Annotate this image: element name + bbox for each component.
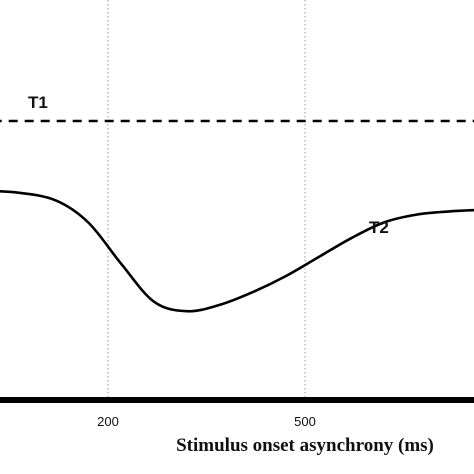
x-tick-label-200: 200: [97, 414, 119, 429]
x-tick-label-500: 500: [294, 414, 316, 429]
series-line-t2: [0, 189, 474, 313]
x-tick-labels: 200 500: [97, 414, 316, 429]
series-label-t2: T2: [369, 218, 389, 237]
series-lines: [0, 119, 474, 313]
series-label-t1: T1: [28, 93, 48, 112]
x-axis-label: Stimulus onset asynchrony (ms): [176, 435, 434, 456]
grid-lines: [107, 0, 306, 397]
